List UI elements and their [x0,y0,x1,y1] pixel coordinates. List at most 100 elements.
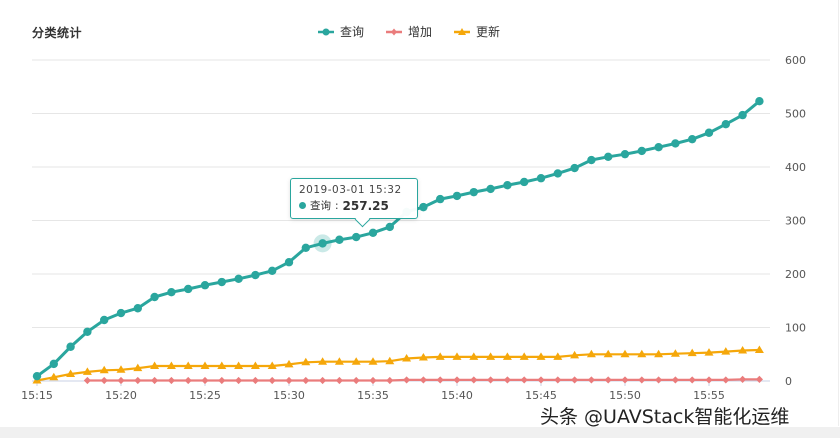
data-point[interactable] [267,361,277,370]
data-point[interactable] [369,376,377,385]
data-point[interactable] [218,376,226,385]
data-point[interactable] [133,304,142,313]
data-point[interactable] [151,376,159,385]
data-point[interactable] [722,376,730,384]
data-point[interactable] [671,139,680,148]
data-point[interactable] [755,375,763,383]
data-point[interactable] [318,357,328,365]
data-point[interactable] [620,349,630,358]
data-point[interactable] [235,376,243,385]
data-point[interactable] [638,376,646,384]
data-point[interactable] [603,349,613,358]
data-point[interactable] [403,376,411,384]
data-point[interactable] [82,367,92,375]
data-point[interactable] [99,365,109,374]
data-point[interactable] [604,376,612,384]
data-point[interactable] [435,352,445,360]
data-point[interactable] [335,235,344,244]
data-point[interactable] [234,274,243,284]
data-point[interactable] [83,376,91,385]
data-point[interactable] [721,120,730,129]
data-point[interactable] [571,376,579,384]
data-point[interactable] [133,363,143,372]
data-point[interactable] [234,361,244,370]
data-point[interactable] [385,222,394,232]
data-point[interactable] [671,376,679,384]
data-point[interactable] [201,376,209,385]
data-point[interactable] [469,352,479,360]
data-point[interactable] [502,352,512,360]
data-point[interactable] [284,258,294,267]
data-point[interactable] [334,357,344,365]
data-point[interactable] [553,352,563,360]
data-point[interactable] [755,96,764,106]
data-point[interactable] [402,354,412,362]
legend-item-add[interactable]: 增加 [386,23,432,40]
data-point[interactable] [100,315,109,325]
data-point[interactable] [419,376,427,384]
data-point[interactable] [637,146,646,156]
data-point[interactable] [150,292,159,302]
data-point[interactable] [587,376,595,384]
data-point[interactable] [705,376,713,384]
data-point[interactable] [655,376,663,384]
data-point[interactable] [654,349,664,358]
legend-item-update[interactable]: 更新 [454,23,500,40]
data-point[interactable] [721,347,731,355]
data-point[interactable] [486,352,496,360]
data-point[interactable] [32,371,42,381]
data-point[interactable] [318,239,327,248]
data-point[interactable] [49,359,58,369]
data-point[interactable] [301,243,310,252]
data-point[interactable] [739,375,747,383]
data-point[interactable] [704,128,714,137]
data-point[interactable] [654,143,663,152]
data-point[interactable] [49,372,59,381]
data-point[interactable] [436,376,444,384]
data-point[interactable] [134,376,142,385]
data-point[interactable] [586,349,596,358]
data-point[interactable] [200,361,210,370]
data-point[interactable] [520,177,529,187]
data-point[interactable] [738,346,748,354]
data-point[interactable] [688,376,696,384]
data-point[interactable] [519,352,529,360]
data-point[interactable] [66,369,76,378]
data-point[interactable] [184,284,193,294]
data-point[interactable] [251,270,260,280]
data-point[interactable] [470,376,478,384]
data-point[interactable] [66,342,75,351]
data-point[interactable] [183,361,193,370]
data-point[interactable] [250,361,260,370]
data-point[interactable] [670,349,680,357]
data-point[interactable] [302,376,310,385]
data-point[interactable] [301,357,311,366]
data-point[interactable] [167,376,175,385]
data-point[interactable] [268,376,276,385]
data-point[interactable] [620,149,630,159]
data-point[interactable] [637,349,647,358]
data-point[interactable] [419,202,428,212]
data-point[interactable] [536,174,546,183]
line-chart[interactable]: 0 100 200 300 400 500 600 15:15 15:20 15:25 15:30 1… [0,0,838,426]
data-point[interactable] [503,376,511,384]
data-point[interactable] [554,376,562,384]
data-point[interactable] [469,187,478,197]
data-point[interactable] [587,155,596,165]
data-point[interactable] [116,308,126,318]
data-point[interactable] [503,180,512,190]
data-point[interactable] [487,376,495,384]
data-point[interactable] [368,228,378,238]
data-point[interactable] [285,376,293,385]
data-point[interactable] [166,361,176,370]
data-point[interactable] [385,356,395,365]
legend-item-query[interactable]: 查询 [318,23,364,40]
data-point[interactable] [217,277,226,287]
data-point[interactable] [570,163,579,173]
data-point[interactable] [687,348,697,357]
data-point[interactable] [200,281,210,290]
data-point[interactable] [621,376,629,384]
data-point[interactable] [704,348,714,356]
data-point[interactable] [116,365,126,373]
data-point[interactable] [352,232,361,242]
